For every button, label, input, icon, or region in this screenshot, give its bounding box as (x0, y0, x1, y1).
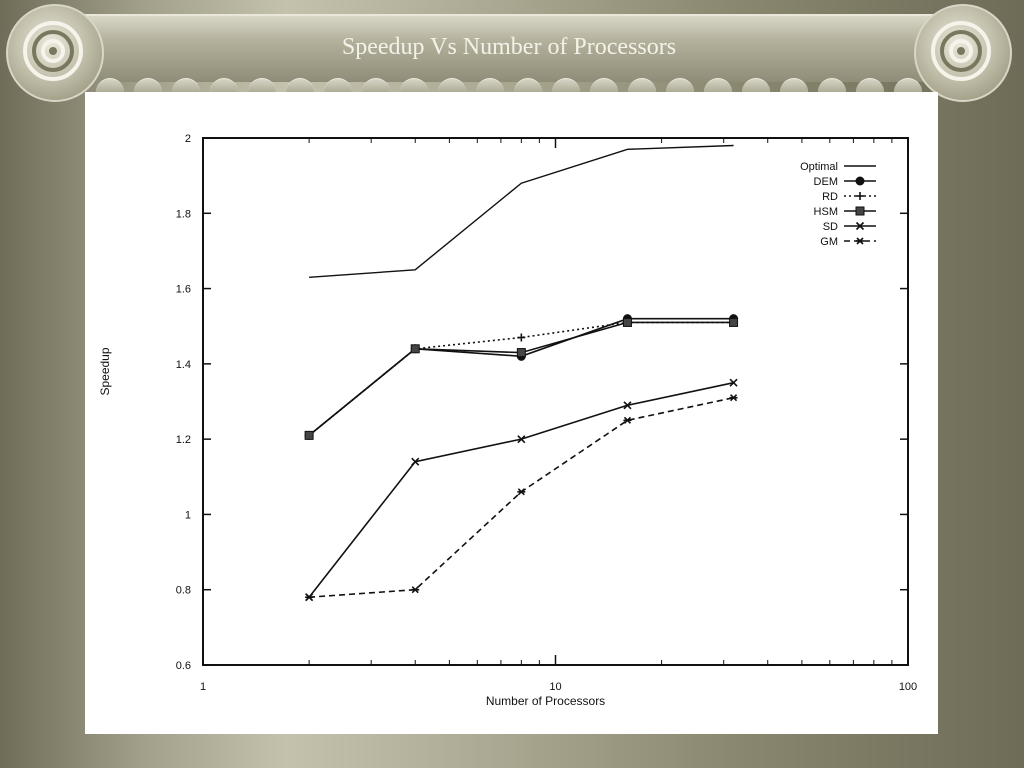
data-point-hsm (516, 348, 526, 358)
data-point-sd (517, 435, 526, 444)
legend-label-gm: GM (820, 236, 838, 248)
series-line-sd (308, 381, 734, 598)
marker-x-b (517, 435, 526, 444)
data-point-sd (411, 457, 420, 466)
series-line-optimal (309, 144, 734, 278)
marker-star-b (856, 237, 864, 245)
data-point-hsm (622, 317, 632, 327)
x-axis-label: Number of Processors (486, 694, 605, 708)
marker-square (855, 206, 865, 216)
x-tick-label: 1 (200, 681, 206, 693)
marker-square (516, 348, 526, 358)
data-point-sd (729, 378, 738, 387)
marker-square (729, 317, 739, 327)
left-scroll-ornament (6, 4, 104, 102)
y-tick-label: 1.6 (176, 284, 191, 296)
legend-label-hsm: HSM (814, 206, 838, 218)
marker-square (410, 344, 420, 354)
y-axis-label: Speedup (98, 347, 112, 395)
data-point-gm (623, 416, 632, 424)
y-tick-label: 1.8 (176, 208, 191, 220)
marker-star-b (729, 394, 738, 402)
y-tick-label: 1.2 (176, 434, 191, 446)
x-tick-label: 10 (549, 681, 561, 693)
data-point-gm (729, 394, 738, 402)
y-tick-label: 0.6 (176, 660, 191, 672)
marker-x-b (411, 457, 420, 466)
legend-marker-hsm (855, 206, 865, 216)
marker-star-b (517, 488, 525, 496)
y-tick-label: 1.4 (176, 359, 191, 371)
data-point-gm (517, 488, 526, 496)
marker-star-b (411, 586, 419, 594)
marker-dot (855, 176, 865, 186)
legend-marker-dem (855, 176, 865, 186)
data-point-gm (305, 593, 314, 601)
data-point-sd (623, 401, 632, 410)
legend-label-rd: RD (822, 191, 838, 203)
slide-header: Speedup Vs Number of Processors (6, 4, 1012, 102)
marker-star-b (305, 593, 313, 601)
data-point-gm (411, 586, 420, 594)
right-scroll-ornament (914, 4, 1012, 102)
marker-star-b (623, 416, 632, 424)
marker-square (622, 317, 632, 327)
legend-marker-gm (856, 237, 864, 245)
speedup-chart: 0.6 0.8 1 1.2 1.4 1.6 1.8 2 1 10 100 Number of Proc… (98, 133, 917, 708)
slide-title: Speedup Vs Number of Processors (341, 34, 677, 60)
data-point-rd (517, 333, 526, 342)
data-point-hsm (410, 344, 420, 354)
marker-square (304, 430, 314, 440)
series-line-gm (309, 396, 734, 598)
header-bar (54, 14, 964, 82)
y-tick-label: 2 (185, 133, 191, 145)
chart-panel: 0.6 0.8 1 1.2 1.4 1.6 1.8 2 1 10 100 Number of Proc… (85, 92, 938, 734)
plot-frame (202, 137, 909, 666)
data-point-hsm (729, 317, 739, 327)
marker-x-b (729, 378, 738, 387)
legend-marker-rd (856, 192, 864, 200)
y-tick-label: 1 (185, 509, 191, 521)
legend-label-sd: SD (823, 221, 838, 233)
data-point-hsm (304, 430, 314, 440)
legend-marker-sd (855, 221, 865, 231)
marker-x-b (623, 401, 632, 410)
x-tick-label: 100 (899, 681, 917, 693)
marker-x-b (855, 221, 865, 231)
y-tick-label: 0.8 (176, 585, 191, 597)
legend-label-dem: DEM (814, 176, 838, 188)
legend-label-optimal: Optimal (800, 161, 838, 173)
